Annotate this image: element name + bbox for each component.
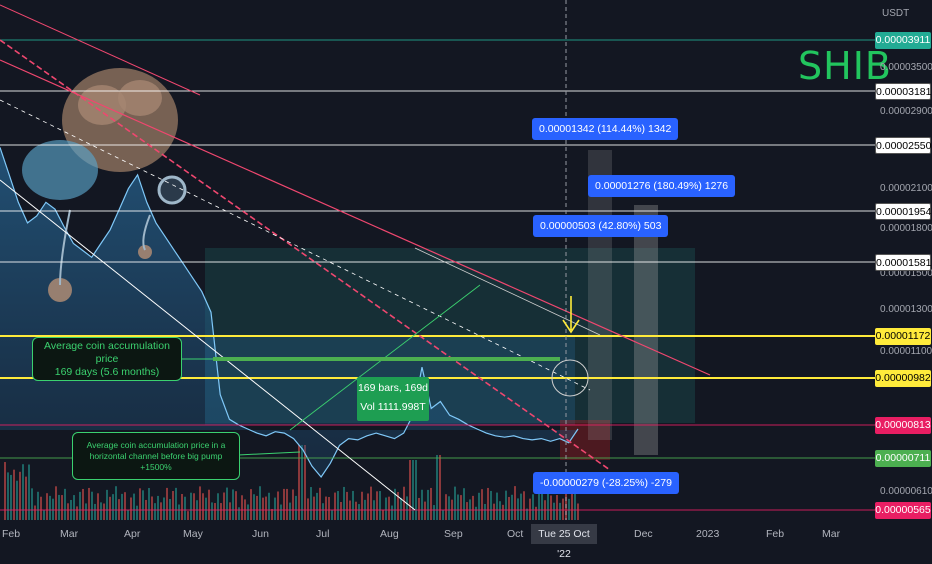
price-scale-label: 0.00000610 <box>880 486 932 497</box>
time-axis-label: Dec <box>634 528 653 540</box>
time-axis-label: Mar <box>60 528 79 540</box>
price-scale-label: 0.00001800 <box>880 223 932 234</box>
channel-callout-text: Average coin accumulation price in a hor… <box>86 439 226 472</box>
projection-line[interactable] <box>414 247 601 336</box>
price-level-tag: 0.00003181 <box>875 83 931 100</box>
range-volume-text: Vol 1111.998T <box>360 401 426 413</box>
downtrend-line-upper[interactable] <box>0 59 711 376</box>
price-scale-label: 0.00003500 <box>880 62 932 73</box>
time-axis-label: Feb <box>766 528 785 540</box>
currency-label: USDT <box>882 8 910 19</box>
price-scale-label: 0.00001500 <box>880 268 932 279</box>
projection-bar-1 <box>588 150 612 440</box>
price-level-tag: 0.00000711 <box>875 450 931 467</box>
accumulation-callout: Average coin accumulation price 169 days… <box>32 337 182 381</box>
price-level-tag: 0.00003911 <box>875 32 931 49</box>
measure-label-3: 0.00000503 (42.80%) 503 <box>533 215 669 237</box>
projection-bar-2 <box>634 205 658 455</box>
price-scale-label: 0.00002900 <box>880 106 932 117</box>
range-bars-text: 169 bars, 169d <box>357 382 429 394</box>
price-chart[interactable] <box>0 0 932 550</box>
volume-bars <box>4 445 579 520</box>
target-circle <box>551 359 589 397</box>
crosshair-date-label: Tue 25 Oct '22 <box>531 524 597 560</box>
price-scale-label: 0.00001300 <box>880 304 932 315</box>
time-axis-label: May <box>183 528 203 540</box>
price-line[interactable] <box>0 147 579 478</box>
measure-label-4: -0.00000279 (-28.25%) -279 <box>533 472 679 494</box>
down-arrow-marker <box>562 296 580 334</box>
accumulation-callout-text: Average coin accumulation price 169 days… <box>44 339 170 378</box>
time-axis-label: Feb <box>2 528 21 540</box>
downtrend-line-top[interactable] <box>0 4 201 96</box>
price-level-tag: 0.00000565 <box>875 502 931 519</box>
price-level-tag: 0.00001172 <box>875 328 931 345</box>
channel-callout: Average coin accumulation price in a hor… <box>72 432 240 480</box>
price-scale-label: 0.00002100 <box>880 183 932 194</box>
measure-label-2: 0.00001276 (180.49%) 1276 <box>588 175 736 197</box>
channel-line-mid[interactable] <box>0 99 591 391</box>
price-level-tag: 0.00000982 <box>875 370 931 387</box>
time-axis-label: Oct <box>507 528 524 540</box>
time-axis-label: Jun <box>252 528 269 540</box>
price-level-tag: 0.00001581 <box>875 254 931 271</box>
measure-label-1: 0.00001342 (114.44%) 1342 <box>532 118 679 140</box>
time-axis-label: Jul <box>316 528 330 540</box>
price-level-tag: 0.00001954 <box>875 203 931 220</box>
symbol-watermark: SHIB <box>798 44 892 88</box>
time-axis-label: Sep <box>444 528 463 540</box>
range-stats-box: 169 bars, 169d Vol 1111.998T <box>357 377 429 421</box>
time-axis-label: 2023 <box>696 528 720 540</box>
channel-line-lower[interactable] <box>0 179 416 511</box>
price-level-tag: 0.00000813 <box>875 417 931 434</box>
downtrend-line-main[interactable] <box>0 39 611 471</box>
time-axis-label: Aug <box>380 528 399 540</box>
price-level-tag: 0.00002550 <box>875 137 931 154</box>
price-scale-label: 0.00001100 <box>880 346 932 357</box>
time-axis-label: Apr <box>124 528 141 540</box>
time-axis-label: Mar <box>822 528 841 540</box>
